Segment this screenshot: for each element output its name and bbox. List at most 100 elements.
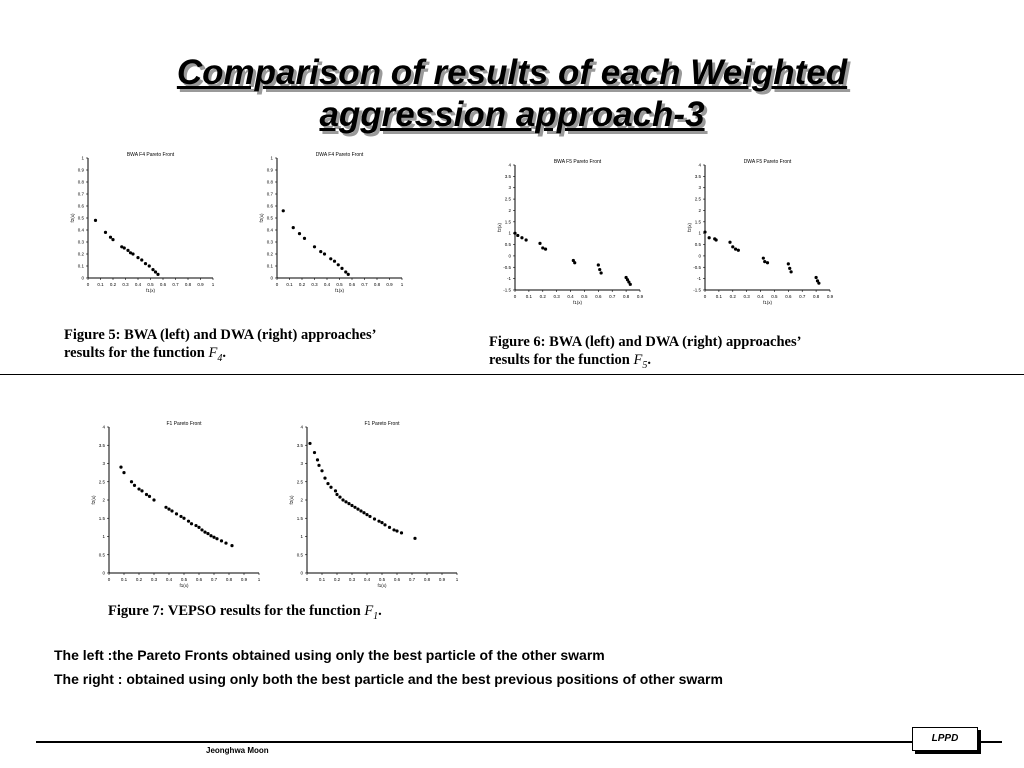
y-tick-label: 0.1: [267, 264, 274, 269]
data-point: [413, 536, 417, 540]
x-tick-label: 0.4: [757, 294, 764, 299]
y-tick-label: 1: [102, 534, 105, 539]
data-point: [153, 270, 158, 274]
data-point: [206, 531, 210, 536]
x-tick-label: 0.8: [226, 577, 233, 582]
x-axis-label: f1(x): [335, 288, 345, 293]
x-tick-label: 0.6: [595, 294, 602, 299]
data-point: [212, 535, 216, 539]
x-tick-label: 0.1: [716, 294, 723, 299]
x-tick-label: 0: [704, 294, 707, 299]
x-tick-label: 0.4: [364, 577, 371, 582]
x-tick-label: 0.1: [121, 577, 128, 582]
lppd-badge: LPPD: [912, 727, 978, 751]
data-point: [350, 503, 354, 508]
data-point: [197, 525, 201, 529]
data-point: [362, 511, 366, 515]
y-axis-label: f2(x): [259, 213, 264, 223]
data-point: [333, 489, 338, 493]
x-tick-label: 0.8: [185, 282, 192, 287]
y-tick-label: 2: [508, 208, 511, 213]
data-point: [224, 541, 228, 545]
x-tick-label: 0.5: [336, 282, 343, 287]
data-point: [332, 259, 337, 263]
data-point: [152, 498, 156, 502]
data-point: [516, 233, 520, 238]
y-tick-label: 4: [508, 163, 511, 168]
fig5-right-chart: DWA F4 Pareto Front 0 0.1 0.2 0.3 0.4 0.5 0.6 0.…: [259, 152, 404, 293]
data-point: [733, 247, 738, 251]
x-tick-label: 0.7: [211, 577, 218, 582]
y-tick-label: 0.6: [78, 204, 85, 209]
x-tick-label: 1: [456, 577, 459, 582]
x-tick-label: 0.1: [526, 294, 533, 299]
x-tick-label: 0.9: [439, 577, 446, 582]
data-point: [788, 266, 792, 271]
data-point: [297, 232, 302, 236]
data-point: [538, 241, 542, 246]
data-point: [761, 256, 765, 260]
data-point: [174, 512, 179, 516]
data-point: [120, 245, 124, 249]
data-point: [164, 505, 168, 509]
data-point: [356, 507, 360, 511]
data-point: [312, 245, 317, 249]
data-point: [731, 245, 735, 249]
x-tick-label: 0.9: [386, 282, 393, 287]
data-point: [136, 256, 140, 260]
data-point: [194, 523, 198, 528]
y-tick-label: 2: [102, 498, 105, 503]
y-tick-label: 0.1: [78, 264, 85, 269]
data-point: [817, 281, 821, 285]
x-tick-label: 0.4: [166, 577, 173, 582]
y-tick-label: 0: [698, 253, 701, 258]
data-point: [524, 238, 528, 242]
data-point: [200, 528, 204, 532]
chart-title: F1 Pareto Front: [166, 421, 202, 427]
fig6-left-chart: BWA F5 Pareto Front 0 0.1 0.2 0.3 0.4 0.5 0.6 0.…: [497, 159, 644, 305]
data-point: [728, 240, 732, 244]
x-tick-label: 0.2: [110, 282, 117, 287]
x-tick-label: 0.5: [181, 577, 188, 582]
data-point: [129, 480, 134, 484]
y-tick-label: 0.7: [78, 192, 85, 197]
y-tick-label: -1: [507, 276, 511, 281]
data-point: [714, 238, 718, 242]
x-tick-label: 0.5: [379, 577, 386, 582]
y-axis-label: f2(x): [289, 495, 294, 505]
x-tick-label: 0.3: [554, 294, 561, 299]
y-tick-label: 0.4: [78, 228, 85, 233]
data-point: [189, 522, 194, 526]
y-tick-label: 1: [270, 156, 273, 161]
y-tick-label: 3.5: [297, 443, 304, 448]
divider-line: [0, 374, 1024, 375]
title-line-1: Comparison of results of each Weighted: [176, 53, 848, 92]
y-tick-label: 2.5: [297, 479, 304, 484]
data-point: [628, 282, 632, 286]
y-tick-label: 0.8: [78, 180, 85, 185]
y-tick-label: 0: [81, 276, 84, 281]
data-point: [137, 487, 141, 491]
data-point: [387, 525, 392, 529]
y-tick-label: 0.8: [267, 180, 274, 185]
y-tick-label: 1: [81, 156, 84, 161]
x-tick-label: 0.6: [160, 282, 167, 287]
y-tick-label: 0: [270, 276, 273, 281]
x-tick-label: 0.3: [151, 577, 158, 582]
x-tick-label: 1: [212, 282, 215, 287]
data-point: [814, 275, 818, 280]
data-point: [596, 263, 600, 267]
fig5-caption-line1: Figure 5: BWA (left) and DWA (right) app…: [64, 327, 377, 343]
y-tick-label: 0.5: [78, 216, 85, 221]
data-point: [128, 251, 133, 255]
data-point: [170, 509, 174, 513]
data-point: [346, 272, 350, 276]
data-point: [329, 257, 333, 261]
fig6-right-chart: DWA F5 Pareto Front 0 0.1 0.2 0.3 0.4 0.5 0.6 0.…: [687, 159, 834, 305]
data-point: [323, 476, 327, 480]
x-tick-label: 0.9: [197, 282, 204, 287]
chart-title: DWA F5 Pareto Front: [744, 159, 792, 165]
data-point: [380, 521, 384, 525]
x-tick-label: 0.9: [241, 577, 248, 582]
data-point: [341, 498, 345, 502]
